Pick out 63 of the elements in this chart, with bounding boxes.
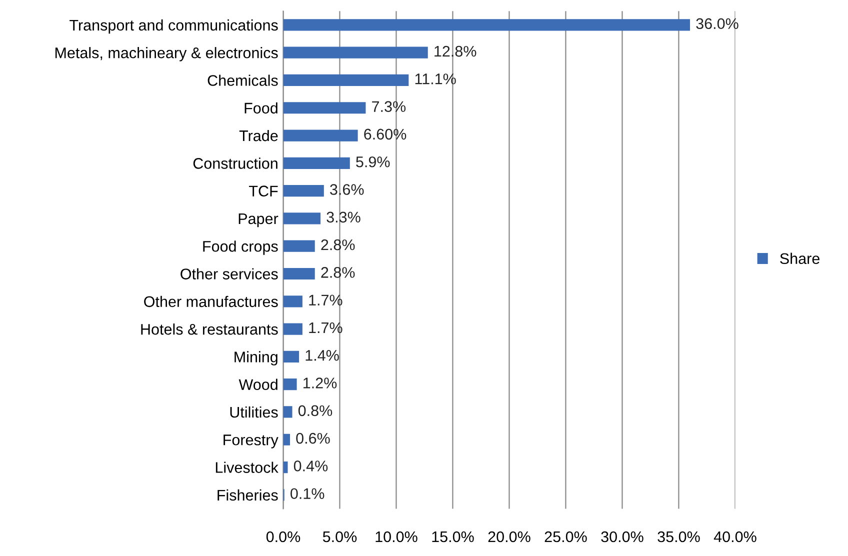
y-tick-label: Livestock <box>216 462 278 473</box>
y-tick-label: Forestry <box>224 434 278 448</box>
y-tick-label: Metals, machineary & electronics <box>55 47 278 62</box>
bar <box>283 212 321 224</box>
data-label: 0.6% <box>296 432 330 444</box>
data-label: 1.2% <box>304 378 337 388</box>
x-tick-label: 25.0% <box>544 531 587 542</box>
bar <box>283 350 300 362</box>
y-tick-label: Utilities <box>230 406 278 418</box>
y-tick-label: TCF <box>249 186 278 196</box>
bar <box>283 296 302 308</box>
y-tick-label: Chemicals <box>208 74 278 86</box>
bar <box>283 434 290 446</box>
data-label: 3.3% <box>326 212 360 223</box>
bar <box>283 102 366 114</box>
bar <box>283 461 288 474</box>
y-tick-label: Food crops <box>203 240 278 255</box>
data-label: 1.7% <box>309 322 342 334</box>
data-label: 36.0% <box>696 18 738 30</box>
x-tick-label: 15.0% <box>432 531 474 542</box>
data-label: 12.8% <box>434 46 476 57</box>
x-tick-label: 20.0% <box>488 531 530 542</box>
data-label: 11.1% <box>415 74 456 84</box>
y-tick-label: Mining <box>234 351 278 366</box>
data-label: 1.4% <box>306 350 339 361</box>
x-tick-label: 40.0% <box>714 531 756 542</box>
y-tick-label: Other manufactures <box>144 296 278 308</box>
bar <box>283 378 297 390</box>
data-label: 2.8% <box>321 267 355 278</box>
y-tick-label: Trade <box>239 130 278 142</box>
y-tick-label: Hotels & restaurants <box>141 324 278 335</box>
data-label: 0.8% <box>298 405 332 416</box>
y-tick-label: Wood <box>238 378 278 390</box>
bar <box>283 130 358 142</box>
x-tick-label: 0.0% <box>266 531 300 542</box>
y-tick-label: Other services <box>180 268 278 280</box>
bar <box>283 19 690 31</box>
data-label: 0.1% <box>290 488 324 500</box>
data-label: 6.60% <box>364 128 406 140</box>
y-tick-label: Construction <box>193 158 278 169</box>
data-label: 3.6% <box>330 184 364 195</box>
y-tick-label: Transport and communications <box>70 19 278 34</box>
bar <box>283 185 324 197</box>
bar <box>283 268 315 280</box>
data-label: 7.3% <box>372 101 406 112</box>
bar <box>283 46 428 58</box>
x-tick-label: 10.0% <box>376 531 418 542</box>
data-label: 1.7% <box>309 294 342 306</box>
legend-label: Share <box>780 252 820 264</box>
x-tick-label: 5.0% <box>322 531 357 542</box>
bar <box>283 157 350 169</box>
data-label: 2.8% <box>321 239 355 250</box>
bar <box>283 240 315 252</box>
y-tick-label: Fisheries <box>218 489 278 501</box>
data-label: 0.4% <box>294 460 328 472</box>
y-tick-label: Food <box>244 102 278 114</box>
data-label: 5.9% <box>356 156 390 168</box>
x-tick-label: 30.0% <box>601 531 644 542</box>
bar <box>283 74 409 86</box>
x-tick-label: 35.0% <box>658 531 700 542</box>
bar <box>283 323 302 335</box>
bar <box>283 406 292 418</box>
y-tick-label: Paper <box>238 213 278 228</box>
